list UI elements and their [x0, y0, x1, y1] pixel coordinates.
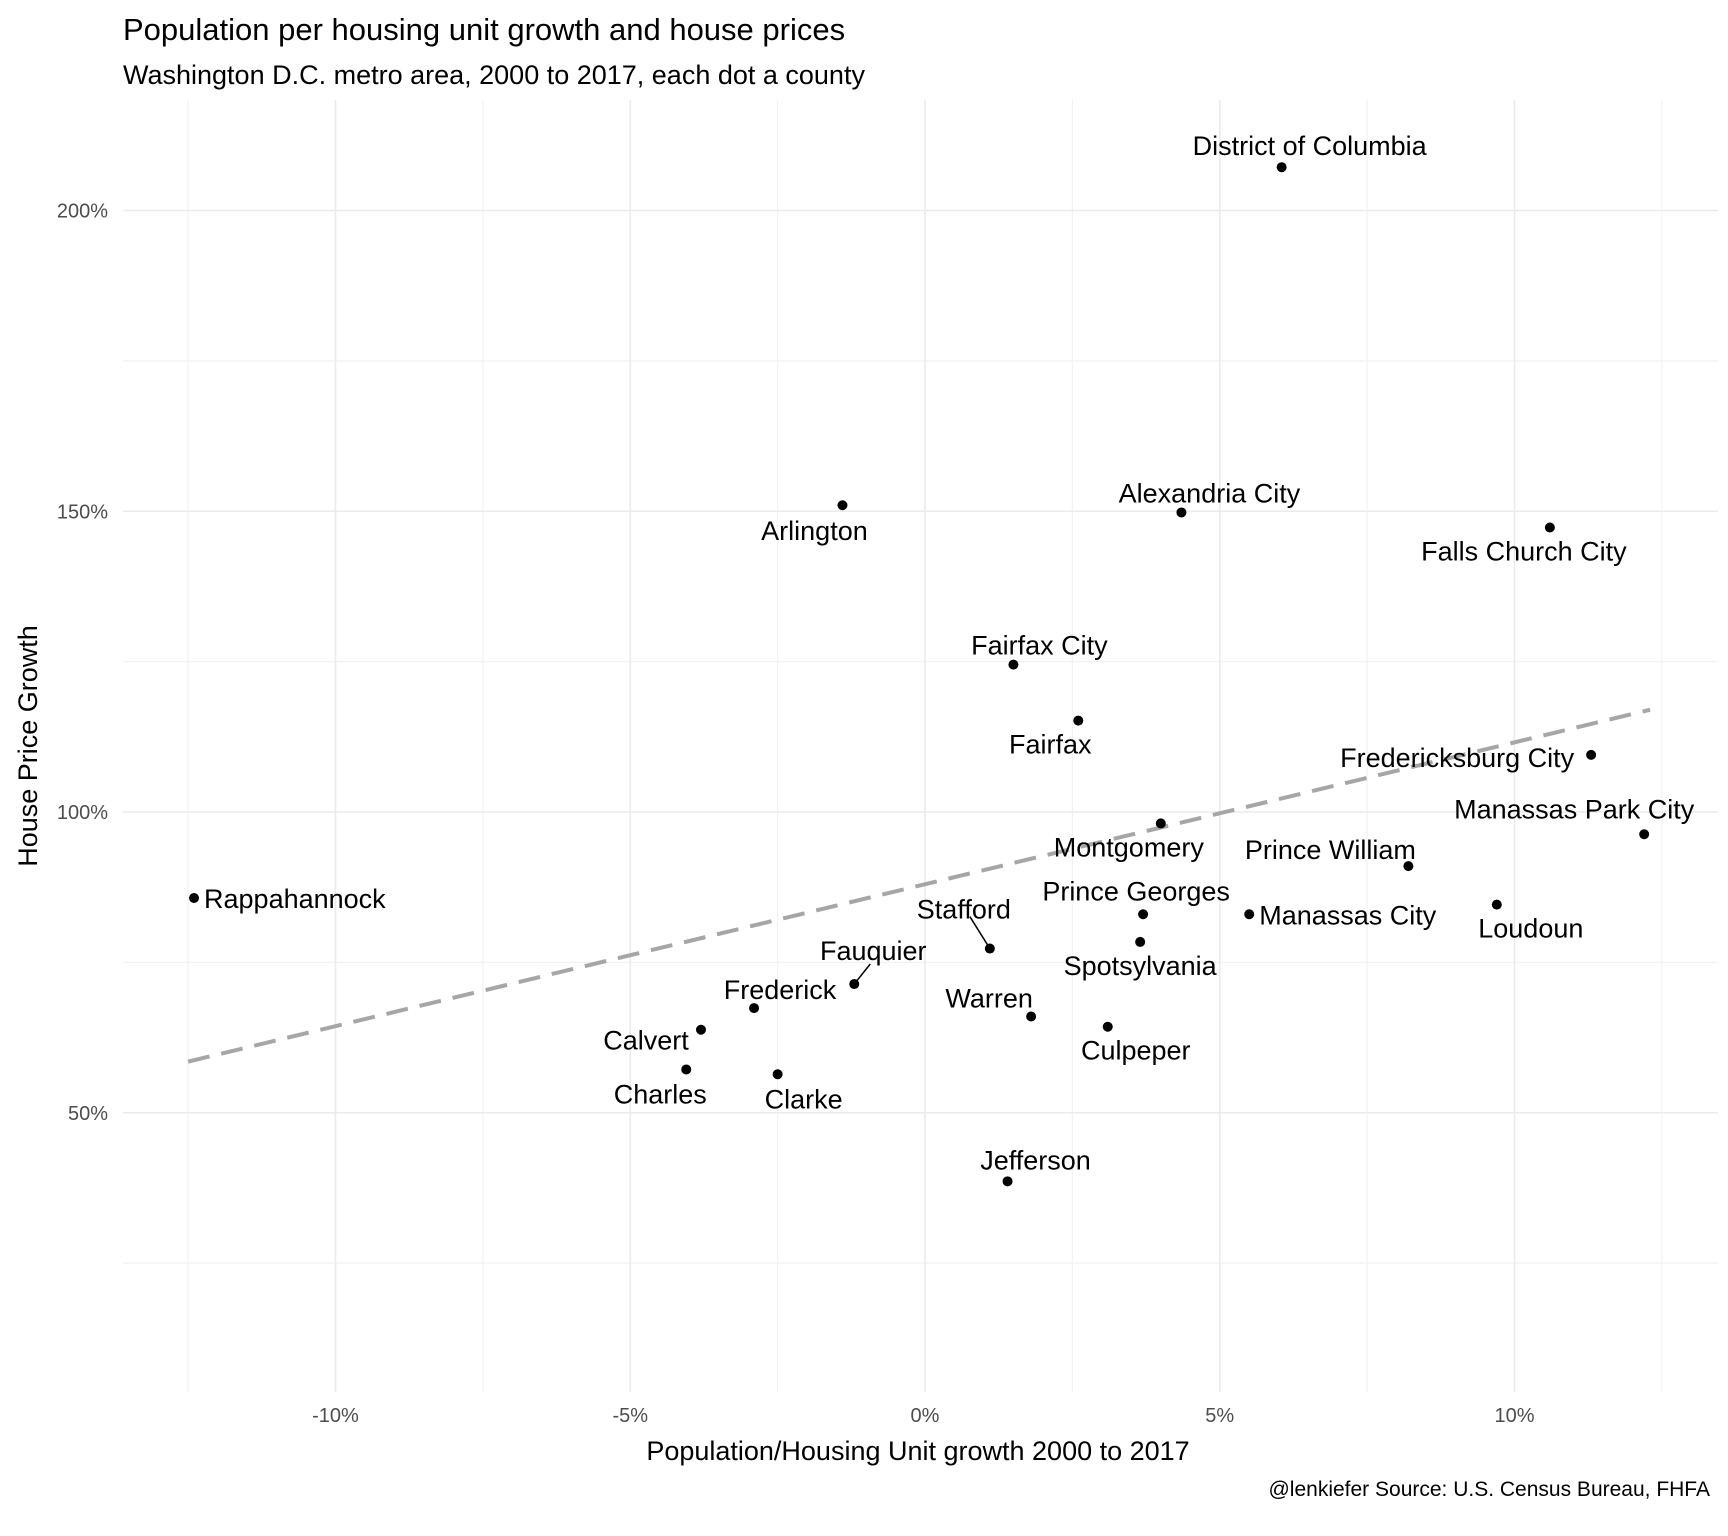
data-point [695, 1024, 706, 1035]
x-tick-label: -10% [312, 1405, 359, 1427]
point-label: Fairfax City [971, 631, 1108, 661]
point-label: Stafford [917, 895, 1011, 925]
data-point [681, 1064, 692, 1075]
data-point [1403, 861, 1414, 872]
point-label: Fauquier [820, 936, 927, 966]
point-label: Jefferson [980, 1145, 1091, 1175]
point-labels: District of Columbia Arlington Alexandria … [204, 131, 1695, 1175]
data-point [1639, 829, 1650, 840]
grid-minor [123, 100, 1718, 1392]
data-point [1002, 1176, 1013, 1187]
point-label: Charles [614, 1079, 707, 1109]
data-point [1008, 659, 1019, 670]
data-point [1586, 749, 1597, 760]
data-point [749, 1003, 760, 1014]
data-point [1155, 818, 1166, 829]
y-tick-label: 100% [57, 802, 108, 824]
point-label: Prince William [1245, 835, 1416, 865]
point-label: Clarke [765, 1084, 843, 1114]
chart-caption: @lenkiefer Source: U.S. Census Bureau, F… [1268, 1478, 1710, 1501]
y-tick-label: 50% [68, 1103, 108, 1125]
point-label: District of Columbia [1193, 131, 1428, 161]
data-point [1026, 1011, 1037, 1022]
chart-title: Population per housing unit growth and h… [123, 12, 845, 47]
data-point [984, 943, 995, 954]
grid-major [123, 100, 1718, 1392]
y-axis-label: House Price Growth [13, 625, 43, 867]
data-point [1138, 909, 1149, 920]
point-label: Fairfax [1009, 730, 1092, 760]
data-point [1176, 507, 1187, 518]
point-label: Falls Church City [1421, 536, 1627, 566]
point-label: Manassas Park City [1454, 794, 1695, 824]
point-label: Fredericksburg City [1340, 743, 1575, 773]
point-label: Warren [945, 984, 1033, 1014]
point-label: Calvert [603, 1026, 689, 1056]
chart-subtitle: Washington D.C. metro area, 2000 to 2017… [123, 60, 865, 90]
point-label: Loudoun [1478, 914, 1583, 944]
point-label: Alexandria City [1119, 478, 1301, 508]
data-points [189, 162, 1650, 1187]
point-label: Culpeper [1081, 1036, 1191, 1066]
data-point [1491, 899, 1502, 910]
x-axis-label: Population/Housing Unit growth 2000 to 2… [646, 1436, 1189, 1466]
point-label: Spotsylvania [1064, 951, 1218, 981]
data-point [189, 893, 200, 904]
x-tick-labels: -10% -5% 0% 5% 10% [312, 1405, 1535, 1427]
data-point [1276, 162, 1287, 173]
trend-line [187, 707, 1651, 1064]
data-point [1244, 909, 1255, 920]
x-tick-label: 5% [1205, 1405, 1234, 1427]
data-point [1135, 936, 1146, 947]
y-tick-labels: 50% 100% 150% 200% [57, 201, 108, 1125]
x-tick-label: 0% [911, 1405, 940, 1427]
y-tick-label: 150% [57, 501, 108, 523]
x-tick-label: 10% [1494, 1405, 1534, 1427]
point-label: Montgomery [1054, 832, 1205, 862]
point-label: Frederick [724, 975, 837, 1005]
data-point [1544, 522, 1555, 533]
data-point [837, 500, 848, 511]
data-point [1102, 1021, 1113, 1032]
point-label: Manassas City [1259, 900, 1437, 930]
data-point [849, 979, 860, 990]
point-label: Rappahannock [204, 884, 386, 914]
y-tick-label: 200% [57, 201, 108, 223]
point-label: Arlington [761, 516, 868, 546]
data-point [772, 1069, 783, 1080]
trend-line-group [187, 707, 1651, 1064]
label-leader-line [969, 916, 991, 949]
data-point [1073, 715, 1084, 726]
x-tick-label: -5% [612, 1405, 648, 1427]
point-label: Prince Georges [1042, 876, 1230, 906]
